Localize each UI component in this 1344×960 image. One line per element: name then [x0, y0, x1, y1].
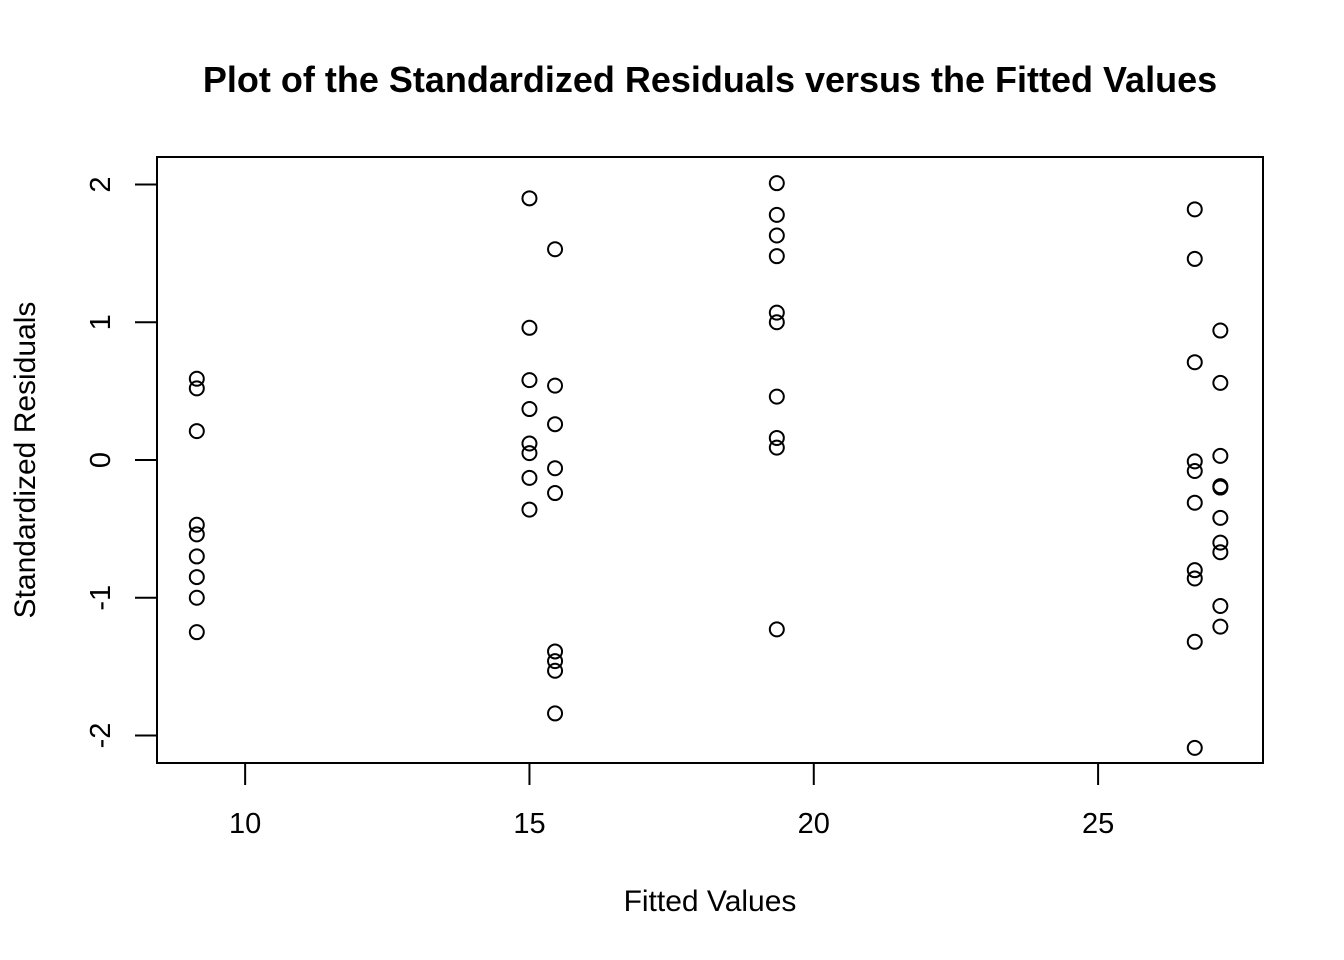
y-tick-label: 2	[85, 176, 117, 192]
data-point	[1186, 354, 1203, 371]
data-point	[1186, 201, 1203, 218]
data-point	[521, 401, 538, 418]
data-point	[521, 319, 538, 336]
data-point	[1186, 453, 1203, 470]
data-points	[188, 175, 1229, 756]
x-tick-label: 25	[1082, 808, 1114, 840]
x-axis: 10 15 20 25	[229, 763, 1114, 840]
data-point	[188, 526, 205, 543]
x-tick-label: 15	[513, 808, 545, 840]
data-point	[768, 206, 785, 223]
data-point	[1212, 534, 1229, 551]
y-tick-label: 0	[85, 452, 117, 468]
data-point	[768, 621, 785, 638]
data-point	[1186, 739, 1203, 756]
data-point	[521, 501, 538, 518]
data-point	[1186, 562, 1203, 579]
data-point	[1212, 509, 1229, 526]
y-axis-label: Standardized Residuals	[9, 302, 42, 619]
data-point	[1212, 479, 1229, 496]
data-point	[768, 439, 785, 456]
data-point	[547, 460, 564, 477]
data-point	[1186, 494, 1203, 511]
data-point	[547, 705, 564, 722]
chart-title: Plot of the Standardized Residuals versu…	[203, 59, 1217, 100]
y-tick-label: -2	[85, 723, 117, 749]
data-point	[768, 314, 785, 331]
data-point	[547, 416, 564, 433]
x-axis-label: Fitted Values	[624, 885, 797, 918]
data-point	[768, 175, 785, 192]
data-point	[521, 435, 538, 452]
data-point	[1186, 463, 1203, 480]
data-point	[547, 653, 564, 670]
data-point	[188, 380, 205, 397]
data-point	[768, 248, 785, 265]
x-tick-label: 20	[798, 808, 830, 840]
plot-frame	[156, 156, 1264, 764]
data-point	[188, 589, 205, 606]
data-point	[547, 643, 564, 660]
data-point	[1186, 570, 1203, 587]
data-point	[768, 388, 785, 405]
x-tick-label: 10	[229, 808, 261, 840]
data-point	[1212, 618, 1229, 635]
data-point	[1212, 322, 1229, 339]
data-point	[188, 624, 205, 641]
data-point	[521, 190, 538, 207]
data-point	[547, 662, 564, 679]
data-point	[1212, 544, 1229, 561]
data-point	[1186, 250, 1203, 267]
data-point	[1212, 597, 1229, 614]
data-point	[1186, 633, 1203, 650]
y-axis: -2 -1 0 1 2	[85, 176, 157, 748]
data-point	[188, 370, 205, 387]
data-point	[547, 377, 564, 394]
data-point	[188, 516, 205, 533]
data-point	[768, 227, 785, 244]
data-point	[1212, 447, 1229, 464]
data-point	[521, 372, 538, 389]
data-point	[188, 548, 205, 565]
data-point	[188, 423, 205, 440]
data-point	[188, 569, 205, 586]
data-point	[768, 304, 785, 321]
data-point	[521, 445, 538, 462]
data-point	[547, 485, 564, 502]
y-tick-label: -1	[85, 585, 117, 611]
y-tick-label: 1	[85, 314, 117, 330]
data-point	[521, 469, 538, 486]
data-point	[547, 241, 564, 258]
data-point	[768, 429, 785, 446]
data-point	[1212, 374, 1229, 391]
